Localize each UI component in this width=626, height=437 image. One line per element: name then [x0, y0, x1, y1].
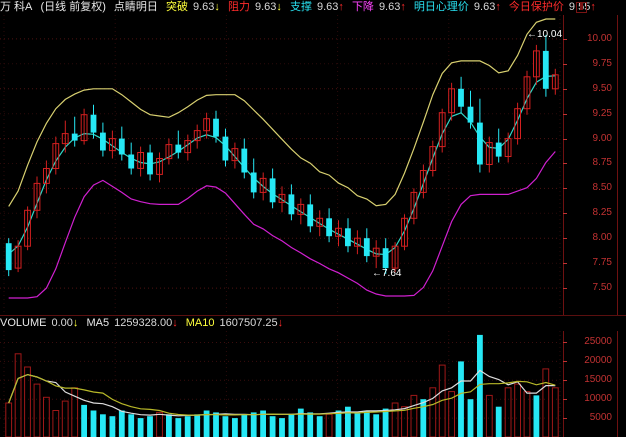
period-label: (日线 前复权) — [40, 1, 106, 13]
field-breakout-arrow-icon: ↓ — [214, 1, 220, 13]
field-protect-price-value: 9.55 — [569, 0, 590, 15]
price-tick-label: 8.75 — [592, 157, 612, 168]
indicator-name-label: 点睛明日 — [113, 1, 158, 13]
volume-tick-label: 5000 — [589, 412, 612, 423]
symbol-label[interactable]: 万 科A — [0, 1, 33, 13]
low-price-annotation: ←7.64 — [372, 268, 402, 279]
volume-tick-mark — [563, 361, 567, 362]
price-tick-mark — [563, 139, 567, 140]
price-tick-label: 8.00 — [592, 232, 612, 243]
volume-panel-header: VOLUME 0.00↓ MA5 1259328.00↓ MA10 1607507.2… — [0, 316, 626, 331]
price-tick-mark — [563, 288, 567, 289]
price-tick-mark — [563, 89, 567, 90]
volume-tick-mark — [563, 380, 567, 381]
price-tick-label: 9.25 — [592, 108, 612, 119]
ma5-value: 1259328.00 — [114, 317, 173, 329]
ma10-value: 1607507.25 — [219, 317, 278, 329]
volume-bar-chart — [0, 331, 561, 437]
volume-tick-label: 10000 — [584, 393, 612, 404]
price-tick-label: 9.50 — [592, 83, 612, 94]
field-breakout-label: 突破 — [165, 1, 188, 13]
ma5-label: MA5 — [86, 317, 110, 329]
field-support-label: 支撑 — [289, 1, 312, 13]
ma10-label: MA10 — [185, 317, 215, 329]
field-resistance-value: 9.63 — [254, 1, 277, 13]
price-tick-label: 9.75 — [592, 58, 612, 69]
price-tick-mark — [563, 213, 567, 214]
field-resistance-label: 阻力 — [227, 1, 250, 13]
volume-chart-panel[interactable]: 25000 20000 15000 10000 5000 — [0, 331, 626, 437]
high-price-annotation: ←10.04 — [527, 29, 563, 40]
volume-tick-label: 15000 — [584, 374, 612, 385]
price-tick-label: 10.00 — [586, 33, 612, 44]
volume-arrow-icon: ↓ — [72, 317, 79, 329]
price-tick-label: 7.50 — [592, 282, 612, 293]
price-tick-mark — [563, 39, 567, 40]
field-psych-price-label: 明日心理价 — [413, 1, 469, 13]
price-panel-header: 万 科A (日线 前复权) 点睛明日 突破 9.63↓ 阻力 9.63↓ 支撑 9.6… — [0, 0, 626, 15]
field-decline-arrow-icon: ↑ — [400, 1, 406, 13]
price-tick-mark — [563, 64, 567, 65]
volume-axis-line-outer — [617, 331, 618, 437]
panel-divider — [0, 315, 626, 316]
price-tick-label: 7.75 — [592, 257, 612, 268]
field-support-value: 9.63 — [316, 1, 339, 13]
field-decline-label: 下降 — [351, 1, 374, 13]
field-breakout-value: 9.63 — [192, 1, 215, 13]
price-tick-mark — [563, 263, 567, 264]
volume-tick-label: 25000 — [584, 336, 612, 347]
field-decline-value: 9.63 — [378, 1, 401, 13]
volume-tick-mark — [563, 418, 567, 419]
price-chart-panel[interactable]: 10.00 9.75 9.50 9.25 9.00 8.75 8.50 8.25 8.00 7.7… — [0, 15, 626, 316]
volume-value: 0.00 — [51, 317, 73, 329]
ma10-arrow-icon: ↓ — [277, 317, 284, 329]
price-axis-line — [563, 15, 564, 316]
volume-tick-mark — [563, 342, 567, 343]
price-tick-mark — [563, 114, 567, 115]
field-psych-price-arrow-icon: ↑ — [495, 1, 501, 13]
price-tick-label: 8.50 — [592, 182, 612, 193]
field-protect-price-arrow-icon: ↑ — [590, 1, 596, 13]
volume-tick-mark — [563, 399, 567, 400]
candlestick-chart — [0, 15, 561, 316]
volume-axis-line — [563, 331, 564, 437]
field-psych-price-value: 9.63 — [473, 1, 496, 13]
volume-label: VOLUME — [0, 317, 47, 329]
price-tick-mark — [563, 188, 567, 189]
ma5-arrow-icon: ↓ — [172, 317, 178, 329]
field-support-arrow-icon: ↑ — [338, 1, 344, 13]
price-tick-mark — [563, 238, 567, 239]
price-axis-line-outer — [617, 15, 618, 316]
restore-window-icon[interactable] — [576, 2, 587, 13]
field-resistance-arrow-icon: ↓ — [276, 1, 282, 13]
volume-tick-label: 20000 — [584, 355, 612, 366]
field-protect-price-label: 今日保护价 — [508, 1, 564, 13]
price-tick-mark — [563, 163, 567, 164]
price-tick-label: 8.25 — [592, 207, 612, 218]
price-tick-label: 9.00 — [592, 133, 612, 144]
